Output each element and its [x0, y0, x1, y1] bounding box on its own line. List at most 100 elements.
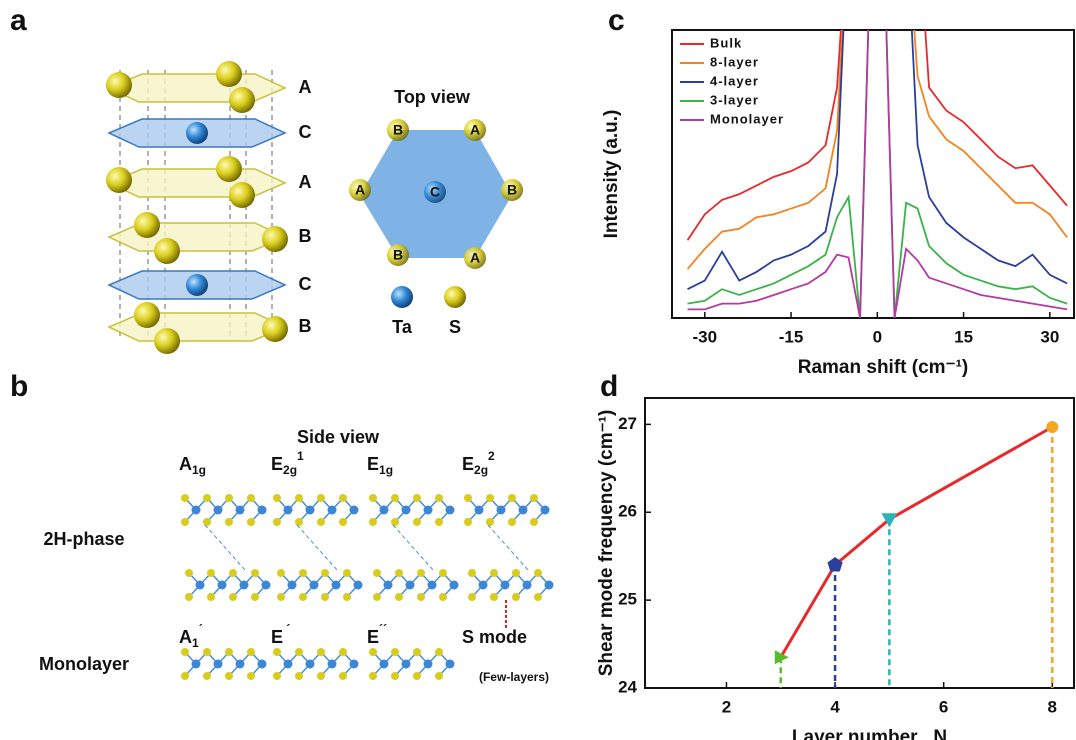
- s-atom: [229, 569, 237, 577]
- note: (Few-layers): [479, 670, 549, 684]
- ta-atom: [384, 581, 393, 590]
- s-atom: [181, 672, 189, 680]
- spectrum-line: [688, 0, 1068, 318]
- legend-ta: Ta: [392, 317, 413, 337]
- s-atom: [512, 569, 520, 577]
- s-sphere: [106, 167, 132, 193]
- mode-base: A: [179, 627, 192, 647]
- interlayer: [297, 525, 337, 570]
- s-atom: [395, 569, 403, 577]
- s-atom: [251, 569, 259, 577]
- atom-label: A: [470, 250, 480, 266]
- s-atom: [273, 494, 281, 502]
- s-atom: [247, 648, 255, 656]
- s-atom: [225, 494, 233, 502]
- legend-s: S: [449, 317, 461, 337]
- y-axis-label: Intensity (a.u.): [601, 110, 622, 239]
- s-atom: [229, 593, 237, 601]
- interlayer: [205, 525, 245, 570]
- s-atom: [339, 494, 347, 502]
- layer-label: C: [299, 274, 312, 294]
- s-atom: [464, 518, 472, 526]
- mode-label: E2g2: [462, 449, 495, 477]
- ta-atom: [262, 581, 271, 590]
- s-atom: [369, 494, 377, 502]
- ta-atom: [402, 506, 411, 515]
- s-atom: [181, 518, 189, 526]
- ta-atom: [284, 506, 293, 515]
- s-atom: [339, 672, 347, 680]
- s-atom: [185, 593, 193, 601]
- s-atom: [225, 518, 233, 526]
- s-atom: [490, 569, 498, 577]
- ta-atom: [332, 581, 341, 590]
- s-atom: [439, 593, 447, 601]
- s-atom: [203, 494, 211, 502]
- s-sphere: [229, 87, 255, 113]
- s-atom: [299, 569, 307, 577]
- s-atom: [468, 569, 476, 577]
- s-atom: [207, 569, 215, 577]
- x-axis-label: Layer number , N: [792, 727, 947, 740]
- ta-atom: [310, 581, 319, 590]
- s-atom: [435, 518, 443, 526]
- ta-atom: [501, 581, 510, 590]
- s-atom: [413, 648, 421, 656]
- atom-label: C: [430, 184, 440, 200]
- mode-sup: ´: [283, 622, 290, 636]
- mode-base: E: [271, 627, 283, 647]
- s-atom: [343, 569, 351, 577]
- ta-atom: [380, 660, 389, 669]
- ta-atom: [479, 581, 488, 590]
- s-atom: [391, 648, 399, 656]
- s-atom: [530, 518, 538, 526]
- s-atom: [512, 593, 520, 601]
- ta-atom: [328, 506, 337, 515]
- mode-base: E: [271, 454, 283, 474]
- panel-b: b Side view 2H-phase Monolayer (Few-laye…: [10, 370, 554, 684]
- s-atom: [247, 494, 255, 502]
- mode-label: E ´: [271, 622, 290, 647]
- ta-atom: [406, 581, 415, 590]
- spectrum-line: [688, 0, 1068, 269]
- s-sphere: [154, 238, 180, 264]
- mode-sub: 1g: [192, 463, 206, 477]
- s-atom: [247, 518, 255, 526]
- s-atom: [534, 569, 542, 577]
- mode-sup: 2: [488, 449, 495, 463]
- s-atom: [203, 648, 211, 656]
- s-atom: [317, 494, 325, 502]
- mode-sup: ´: [199, 622, 203, 636]
- layer-label: B: [299, 226, 312, 246]
- spectrum-line: [688, 0, 1068, 318]
- data-point: [1046, 421, 1058, 433]
- ta-atom: [306, 506, 315, 515]
- x-axis-label: Raman shift (cm⁻¹): [798, 357, 969, 378]
- s-atom: [181, 648, 189, 656]
- panel-label: a: [10, 4, 27, 37]
- s-atom: [508, 494, 516, 502]
- trend-line: [781, 427, 1053, 657]
- ta-atom: [306, 660, 315, 669]
- mode-label: A1´: [179, 622, 203, 650]
- s-atom: [369, 672, 377, 680]
- s-sphere: [216, 61, 242, 87]
- ta-sphere: [391, 286, 413, 308]
- s-atom: [391, 518, 399, 526]
- mode-base: E: [367, 627, 379, 647]
- s-atom: [207, 593, 215, 601]
- s-atom: [273, 672, 281, 680]
- s-atom: [435, 494, 443, 502]
- ta-atom: [428, 581, 437, 590]
- layer-label: C: [299, 122, 312, 142]
- ta-atom: [284, 660, 293, 669]
- s-atom: [435, 648, 443, 656]
- side-view-title: Side view: [297, 427, 380, 447]
- ta-atom: [258, 660, 267, 669]
- ta-atom: [450, 581, 459, 590]
- ta-atom: [446, 660, 455, 669]
- mode-label: E2g1: [271, 449, 304, 477]
- atom-label: B: [507, 182, 517, 198]
- x-tick-label: 6: [939, 697, 948, 716]
